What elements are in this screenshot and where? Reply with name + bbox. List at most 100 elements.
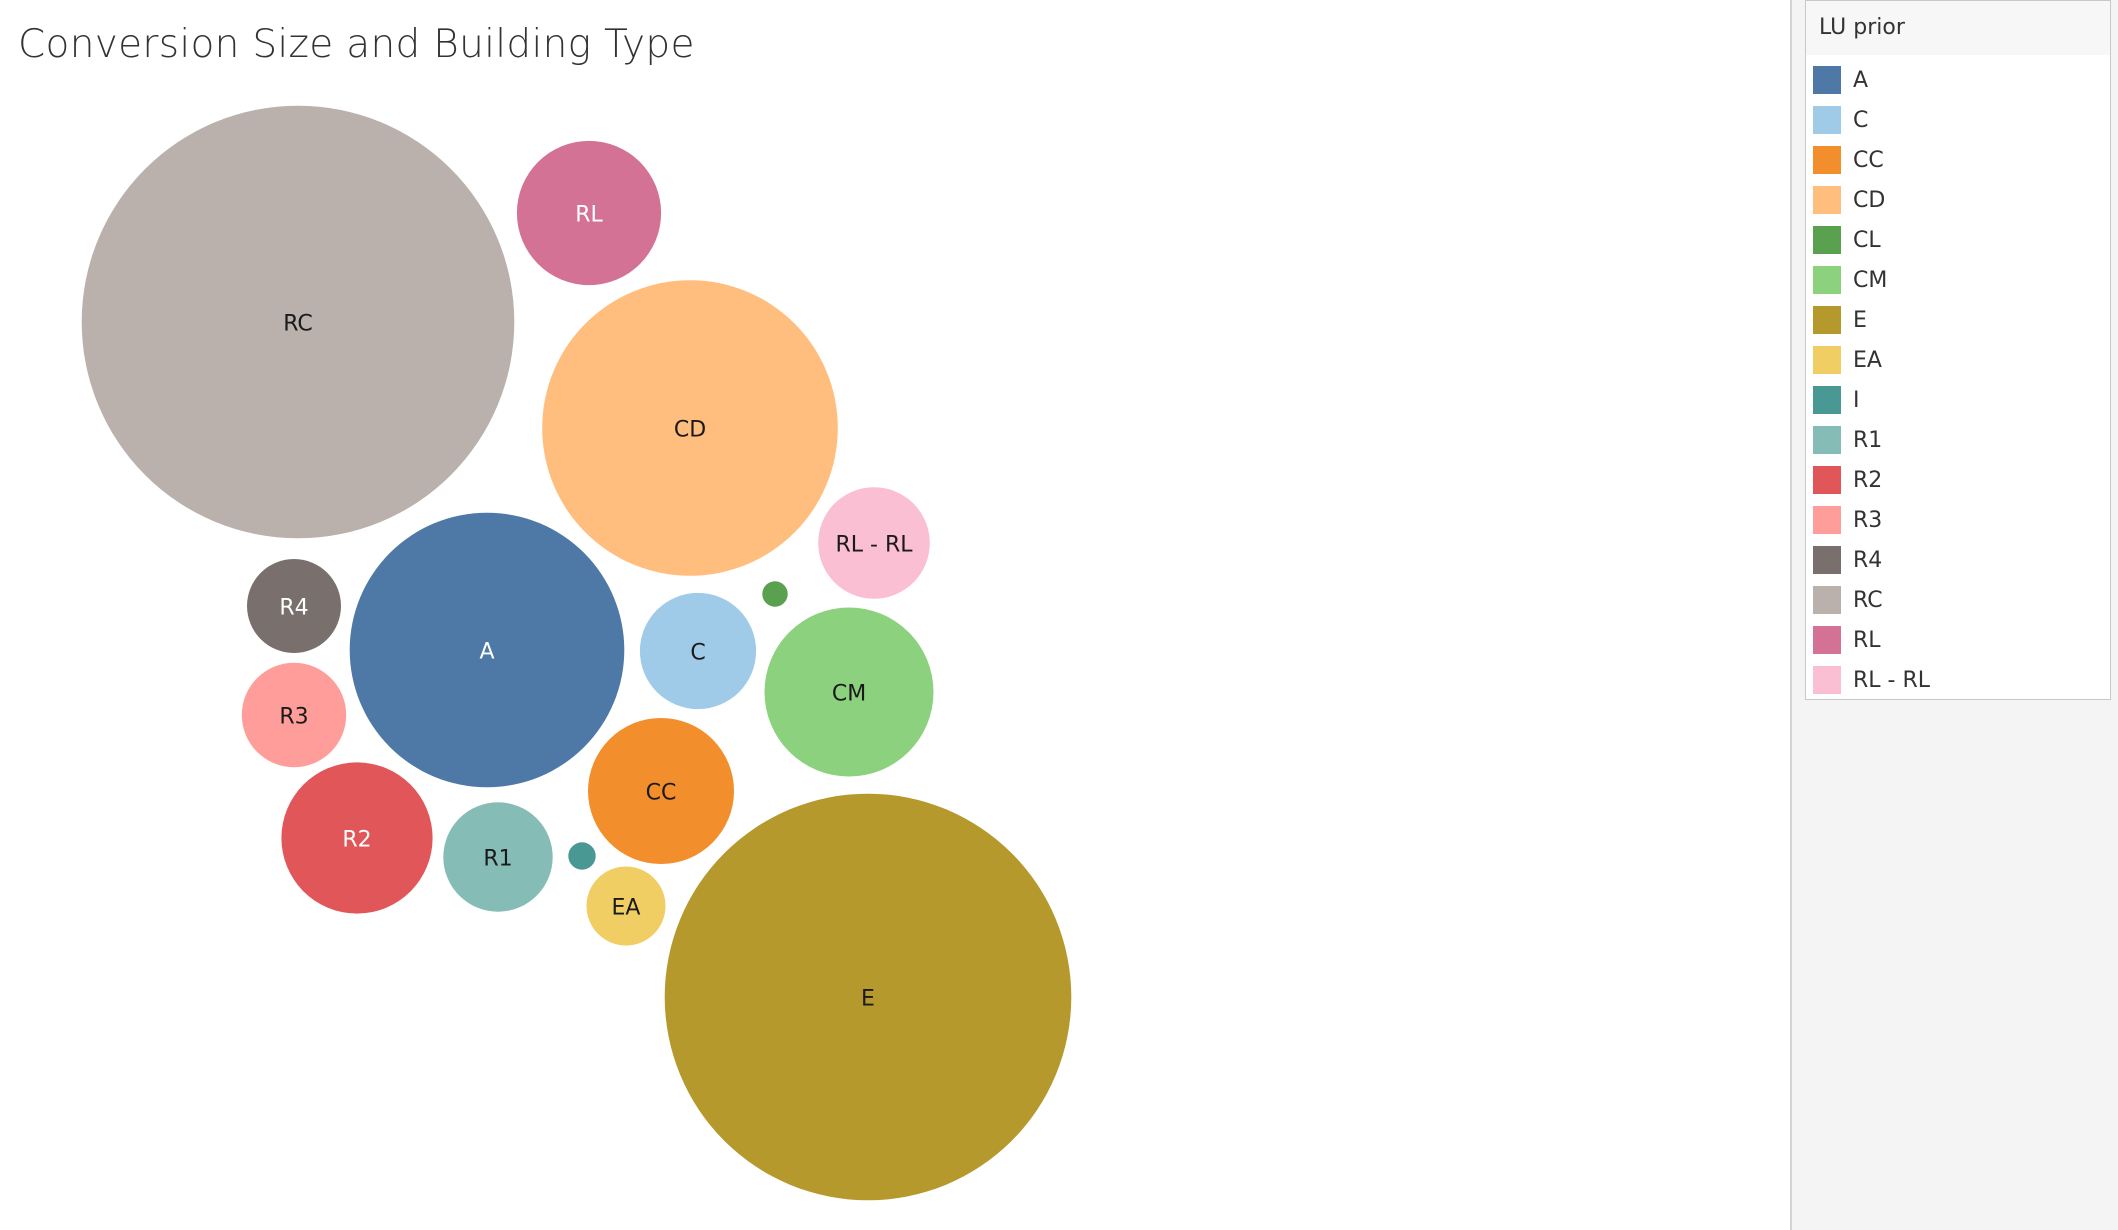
legend-item[interactable]: E [1806, 300, 2110, 340]
bubble-cl[interactable] [762, 581, 788, 607]
bubble-label: E [861, 987, 875, 1012]
bubble-mark[interactable] [349, 512, 625, 788]
legend-swatch [1813, 586, 1841, 614]
legend-swatch [1813, 426, 1841, 454]
legend-item[interactable]: A [1806, 60, 2110, 100]
legend-label: CC [1853, 147, 1884, 173]
bubble-rl[interactable]: RL [516, 140, 662, 286]
legend-items: A C CC CD CL CM E EA I R1 R2 R3 R4 RC RL RL - RL [1806, 55, 2110, 700]
legend-swatch [1813, 626, 1841, 654]
legend-swatch [1813, 506, 1841, 534]
legend-swatch [1813, 186, 1841, 214]
legend-item[interactable]: C [1806, 100, 2110, 140]
bubble-c[interactable]: C [639, 592, 757, 710]
bubble-label: CM [832, 682, 866, 707]
bubble-ea[interactable]: EA [586, 866, 666, 946]
legend-item[interactable]: EA [1806, 340, 2110, 380]
bubble-label: RC [283, 312, 313, 337]
legend-label: CD [1853, 187, 1886, 213]
legend-label: RL [1853, 627, 1881, 653]
legend-label: EA [1853, 347, 1882, 373]
bubble-rc[interactable]: RC [81, 105, 515, 539]
bubble-mark[interactable] [542, 280, 838, 576]
bubble-label: CC [646, 781, 677, 806]
chart-title: Conversion Size and Building Type [18, 22, 695, 67]
legend-label: E [1853, 307, 1867, 333]
legend-item[interactable]: RC [1806, 580, 2110, 620]
legend-item[interactable]: CM [1806, 260, 2110, 300]
legend-title: LU prior [1806, 0, 2110, 55]
bubble-mark[interactable] [762, 581, 788, 607]
bubble-r1[interactable]: R1 [443, 802, 553, 912]
side-panel: LU prior A C CC CD CL CM E EA I R1 R2 R3 R4 RC RL RL - … [1790, 0, 2118, 1230]
chart-area: Conversion Size and Building Type A C CC CD… [18, 22, 1072, 1201]
legend-swatch [1813, 106, 1841, 134]
bubble-mark[interactable] [241, 662, 347, 768]
bubble-cc[interactable]: CC [588, 718, 734, 864]
legend-swatch [1813, 346, 1841, 374]
legend-swatch [1813, 466, 1841, 494]
bubble-label: CD [674, 418, 706, 443]
legend-label: I [1853, 387, 1860, 413]
bubble-mark[interactable] [664, 793, 1072, 1201]
bubble-mark[interactable] [81, 105, 515, 539]
bubble-mark[interactable] [588, 718, 734, 864]
legend-label: C [1853, 107, 1869, 133]
legend-label: CL [1853, 227, 1881, 253]
bubble-label: A [479, 640, 494, 665]
bubble-label: R4 [279, 596, 308, 621]
legend-item[interactable]: CL [1806, 220, 2110, 260]
legend-item[interactable]: R4 [1806, 540, 2110, 580]
legend-swatch [1813, 266, 1841, 294]
bubble-cd[interactable]: CD [542, 280, 838, 576]
legend-label: CM [1853, 267, 1888, 293]
bubble-cm[interactable]: CM [764, 607, 934, 777]
legend-swatch [1813, 306, 1841, 334]
bubble-mark[interactable] [818, 487, 930, 599]
bubble-label: R2 [342, 828, 371, 853]
legend-item[interactable]: R1 [1806, 420, 2110, 460]
bubble-rl-rl[interactable]: RL - RL [818, 487, 930, 599]
legend-item[interactable]: CD [1806, 180, 2110, 220]
legend-item[interactable]: RL [1806, 620, 2110, 660]
legend-swatch [1813, 146, 1841, 174]
legend-item[interactable]: RL - RL [1806, 660, 2110, 700]
bubble-label: RL [575, 203, 603, 228]
legend-label: RL - RL [1853, 667, 1931, 693]
legend-swatch [1813, 546, 1841, 574]
bubble-mark[interactable] [568, 842, 596, 870]
legend-label: A [1853, 67, 1869, 93]
bubble-mark[interactable] [586, 866, 666, 946]
bubble-mark[interactable] [281, 762, 433, 914]
bubble-label: R1 [483, 847, 512, 872]
bubble-label: R3 [279, 705, 308, 730]
bubble-label: RL - RL [835, 533, 913, 558]
bubble-mark[interactable] [639, 592, 757, 710]
legend-label: R1 [1853, 427, 1883, 453]
legend-label: RC [1853, 587, 1883, 613]
bubble-label: C [690, 641, 705, 666]
bubble-mark[interactable] [247, 559, 341, 653]
bubble-label: EA [612, 896, 641, 921]
legend-label: R4 [1853, 547, 1883, 573]
bubble-e[interactable]: E [664, 793, 1072, 1201]
bubble-r3[interactable]: R3 [241, 662, 347, 768]
legend-swatch [1813, 66, 1841, 94]
legend-item[interactable]: R2 [1806, 460, 2110, 500]
bubble-r2[interactable]: R2 [281, 762, 433, 914]
legend-label: R3 [1853, 507, 1883, 533]
bubble-a[interactable]: A [349, 512, 625, 788]
bubble-mark[interactable] [764, 607, 934, 777]
legend-swatch [1813, 666, 1841, 694]
legend-label: R2 [1853, 467, 1883, 493]
color-legend: LU prior A C CC CD CL CM E EA I R1 R2 R3 R4 RC RL RL - … [1805, 0, 2111, 700]
bubble-mark[interactable] [443, 802, 553, 912]
legend-item[interactable]: CC [1806, 140, 2110, 180]
legend-swatch [1813, 386, 1841, 414]
bubble-i[interactable] [568, 842, 596, 870]
legend-item[interactable]: R3 [1806, 500, 2110, 540]
bubble-mark[interactable] [516, 140, 662, 286]
bubble-r4[interactable]: R4 [247, 559, 341, 653]
legend-item[interactable]: I [1806, 380, 2110, 420]
